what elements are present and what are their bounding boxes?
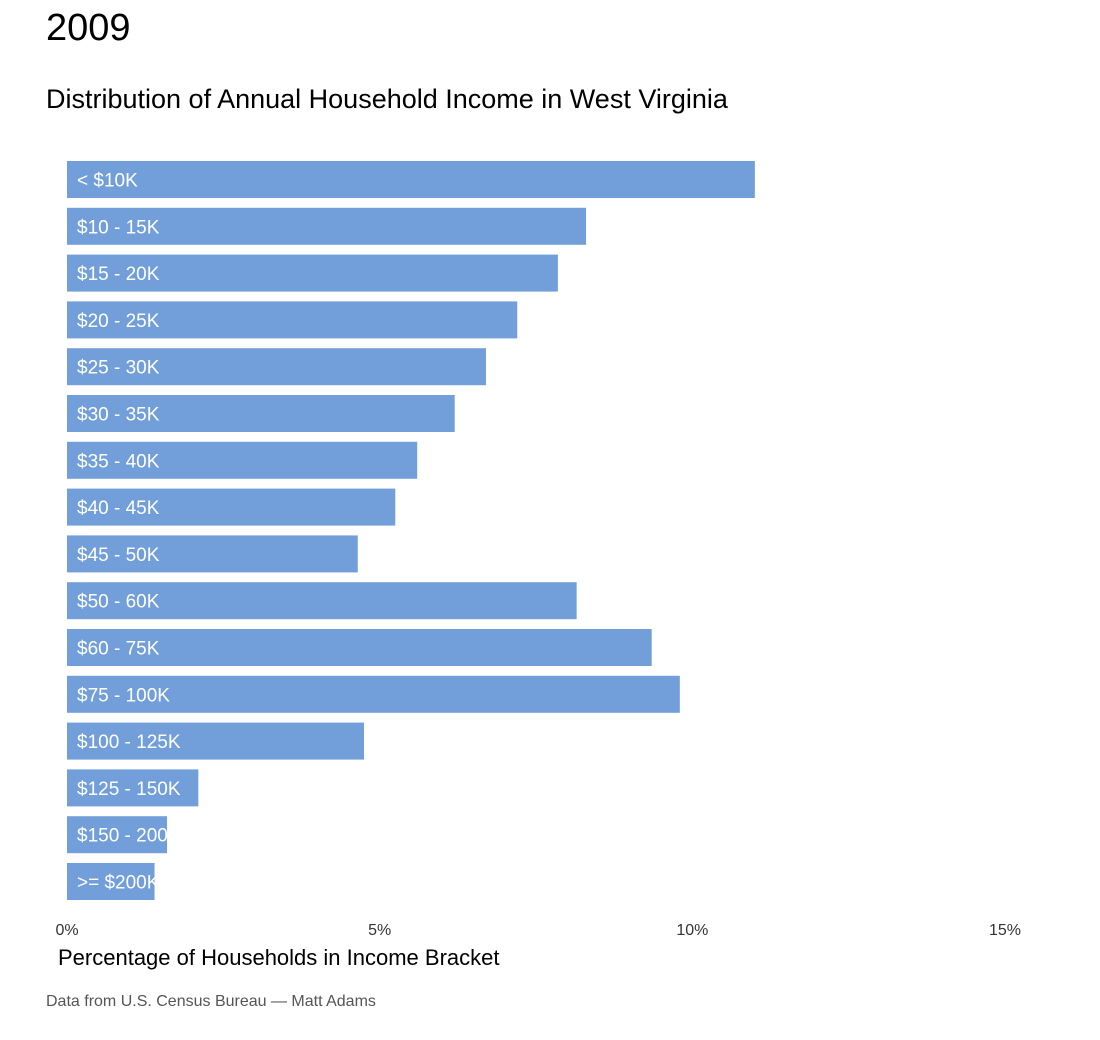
bar-label: $20 - 25K <box>77 311 160 332</box>
bar-chart: < $10K $10 - 15K $15 - 20K $20 - 25K $25 - 3… <box>0 140 1100 940</box>
bar-label: $40 - 45K <box>77 498 160 519</box>
x-tick-label: 0% <box>55 922 78 939</box>
x-tick-label: 15% <box>989 922 1021 939</box>
source-credit: Data from U.S. Census Bureau — Matt Adam… <box>46 992 376 1012</box>
bar-label: $100 - 125K <box>77 732 181 753</box>
bar-label: $45 - 50K <box>77 545 160 566</box>
bar-label: $75 - 100K <box>77 685 170 706</box>
bar-label: $50 - 60K <box>77 592 160 613</box>
x-tick-label: 5% <box>368 922 391 939</box>
chart-title: Distribution of Annual Household Income … <box>46 82 728 116</box>
x-tick-label: 10% <box>676 922 708 939</box>
bar <box>67 161 755 198</box>
bar-label: $60 - 75K <box>77 639 160 660</box>
bar-label: $35 - 40K <box>77 451 160 472</box>
bar-label: < $10K <box>77 171 138 192</box>
bar-label: $125 - 150K <box>77 779 181 800</box>
bar-label: $150 - 200K <box>77 826 181 847</box>
bar-label: $10 - 15K <box>77 217 160 238</box>
x-axis-label: Percentage of Households in Income Brack… <box>58 944 499 972</box>
bar-label: $15 - 20K <box>77 264 160 285</box>
bar-label: $25 - 30K <box>77 358 160 379</box>
bar-label: $30 - 35K <box>77 405 160 426</box>
chart-year: 2009 <box>46 6 131 50</box>
bar-label: >= $200K <box>77 873 160 894</box>
